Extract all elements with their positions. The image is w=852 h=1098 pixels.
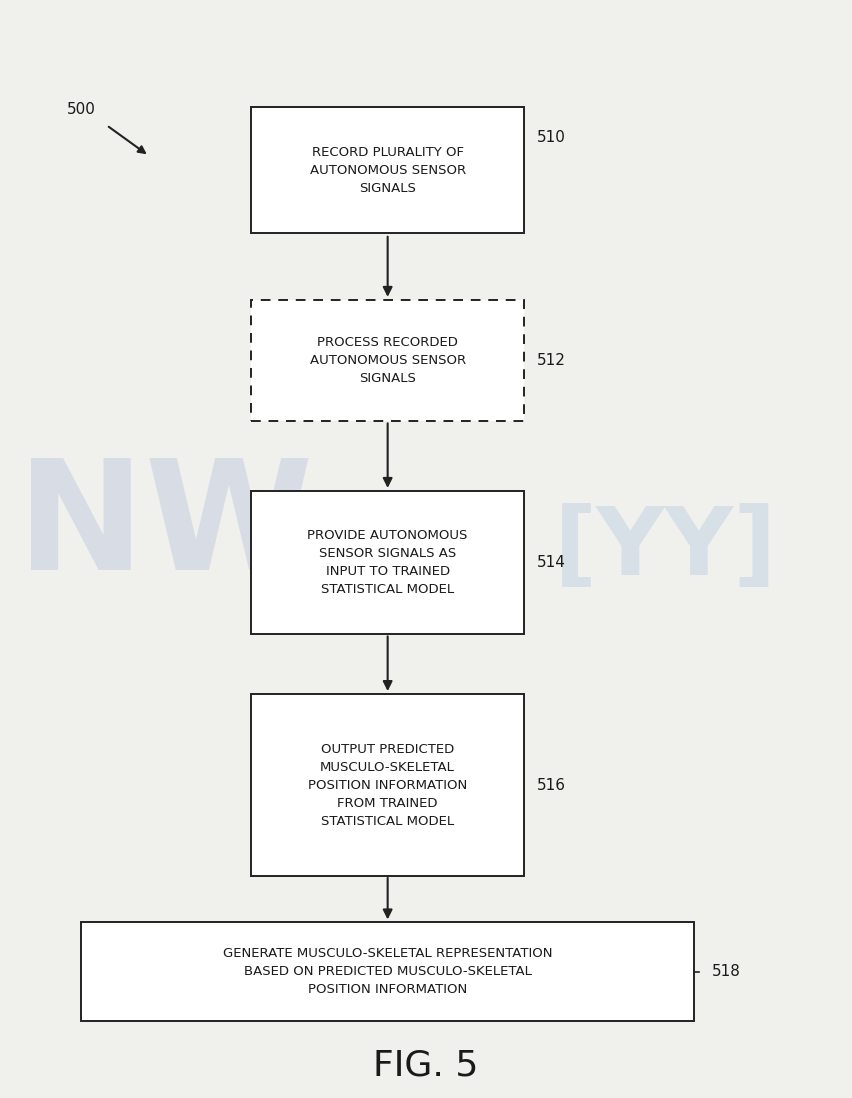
Text: 512: 512 [537, 352, 566, 368]
Text: NW: NW [17, 452, 314, 602]
Text: 510: 510 [537, 130, 566, 145]
Text: 500: 500 [66, 102, 95, 117]
Bar [251, 491, 524, 634]
Text: PROVIDE AUTONOMOUS
SENSOR SIGNALS AS
INPUT TO TRAINED
STATISTICAL MODEL: PROVIDE AUTONOMOUS SENSOR SIGNALS AS INP… [308, 528, 468, 596]
Bar [251, 300, 524, 421]
Text: 518: 518 [711, 964, 740, 979]
Text: PROCESS RECORDED
AUTONOMOUS SENSOR
SIGNALS: PROCESS RECORDED AUTONOMOUS SENSOR SIGNA… [309, 336, 466, 384]
Text: OUTPUT PREDICTED
MUSCULO-SKELETAL
POSITION INFORMATION
FROM TRAINED
STATISTICAL : OUTPUT PREDICTED MUSCULO-SKELETAL POSITI… [308, 742, 467, 828]
Text: GENERATE MUSCULO-SKELETAL REPRESENTATION
BASED ON PREDICTED MUSCULO-SKELETAL
POS: GENERATE MUSCULO-SKELETAL REPRESENTATION… [223, 948, 552, 996]
Text: 516: 516 [537, 777, 566, 793]
Text: FIG. 5: FIG. 5 [373, 1049, 479, 1082]
Text: 514: 514 [537, 554, 566, 570]
Bar [251, 695, 524, 876]
Text: [YY]: [YY] [554, 503, 777, 595]
Bar [81, 922, 694, 1021]
Text: RECORD PLURALITY OF
AUTONOMOUS SENSOR
SIGNALS: RECORD PLURALITY OF AUTONOMOUS SENSOR SI… [309, 146, 466, 194]
Text: AR: AR [256, 496, 492, 646]
Bar [251, 108, 524, 234]
